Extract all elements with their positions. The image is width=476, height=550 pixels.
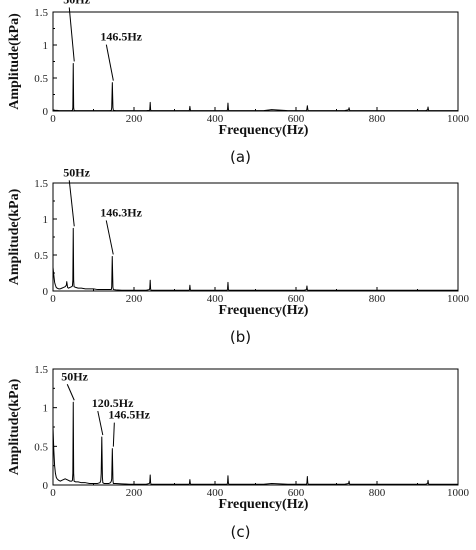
x-tick-label: 0 — [50, 487, 56, 499]
y-axis-label: Amplitude(kPa) — [7, 13, 22, 110]
plot-frame — [52, 11, 459, 112]
peak-annotation-label: 50Hz — [63, 165, 90, 179]
x-tick-label: 800 — [369, 113, 386, 125]
x-tick-label: 0 — [50, 113, 56, 125]
y-tick-label: 1.5 — [34, 7, 48, 19]
spectrum-line — [52, 62, 458, 112]
x-axis-label: Frequency(Hz) — [219, 497, 309, 512]
x-tick-label: 1000 — [447, 293, 470, 305]
plot-frame — [52, 182, 459, 292]
y-tick-label: 0 — [43, 286, 49, 298]
y-axis-label: Amplitude(kPa) — [7, 378, 22, 475]
peak-annotation-label: 146.3Hz — [100, 205, 142, 219]
y-tick-label: 0.5 — [34, 441, 48, 453]
y-tick-label: 0.5 — [34, 250, 48, 262]
annotation-leader — [97, 410, 104, 436]
y-tick-label: 1 — [43, 40, 49, 52]
x-tick-label: 600 — [288, 113, 305, 125]
spectrum-line — [52, 227, 458, 291]
x-axis-label: Frequency(Hz) — [219, 123, 309, 138]
x-tick-label: 400 — [207, 113, 224, 125]
spectrum-panel-c: 0 200 400 600 800 1000 0 0.5 1 1.5 50Hz 120.5Hz146.… — [7, 364, 470, 541]
x-tick-label: 1000 — [447, 113, 470, 125]
x-tick-label: 400 — [207, 293, 224, 305]
y-tick-label: 1.5 — [34, 178, 48, 190]
x-tick-label: 0 — [50, 293, 56, 305]
peak-annotation-label: 50Hz — [61, 369, 88, 383]
spectrum-line — [52, 401, 458, 485]
peak-annotation-label: 146.5Hz — [108, 408, 150, 422]
annotation-leader — [68, 7, 75, 62]
annotation-leader — [105, 220, 114, 255]
peak-annotation-label: 146.5Hz — [100, 30, 142, 44]
y-tick-label: 1.5 — [34, 364, 48, 376]
x-tick-label: 800 — [369, 293, 386, 305]
peak-annotation-label: 120.5Hz — [92, 396, 134, 410]
annotation-leader — [66, 384, 75, 401]
y-tick-label: 1 — [43, 403, 49, 415]
panel-caption: (b) — [230, 328, 251, 346]
peak-annotation-label: 50Hz — [63, 0, 90, 6]
y-tick-label: 0 — [43, 480, 49, 492]
x-tick-label: 600 — [288, 293, 305, 305]
y-tick-label: 0.5 — [34, 73, 48, 85]
annotation-leader — [68, 180, 75, 227]
x-axis-label: Frequency(Hz) — [219, 303, 309, 318]
x-tick-label: 200 — [126, 487, 143, 499]
annotation-leader — [105, 44, 114, 81]
x-tick-label: 400 — [207, 487, 224, 499]
x-tick-label: 800 — [369, 487, 386, 499]
y-tick-label: 0 — [43, 106, 49, 118]
x-tick-label: 600 — [288, 487, 305, 499]
spectrum-panel-b: 0 200 400 600 800 1000 0 0.5 1 1.5 50Hz 146.3Hz Freq… — [7, 165, 470, 346]
x-tick-label: 200 — [126, 293, 143, 305]
x-tick-label: 200 — [126, 113, 143, 125]
spectrum-panel-a: 0 200 400 600 800 1000 0 0.5 1 1.5 50Hz 146.5Hz Freq… — [7, 0, 470, 166]
x-tick-label: 1000 — [447, 487, 470, 499]
y-tick-label: 1 — [43, 214, 49, 226]
panel-caption: (a) — [230, 148, 251, 166]
annotation-leader — [112, 422, 115, 447]
y-axis-label: Amplitude(kPa) — [7, 188, 22, 285]
panel-caption: (c) — [231, 523, 251, 541]
